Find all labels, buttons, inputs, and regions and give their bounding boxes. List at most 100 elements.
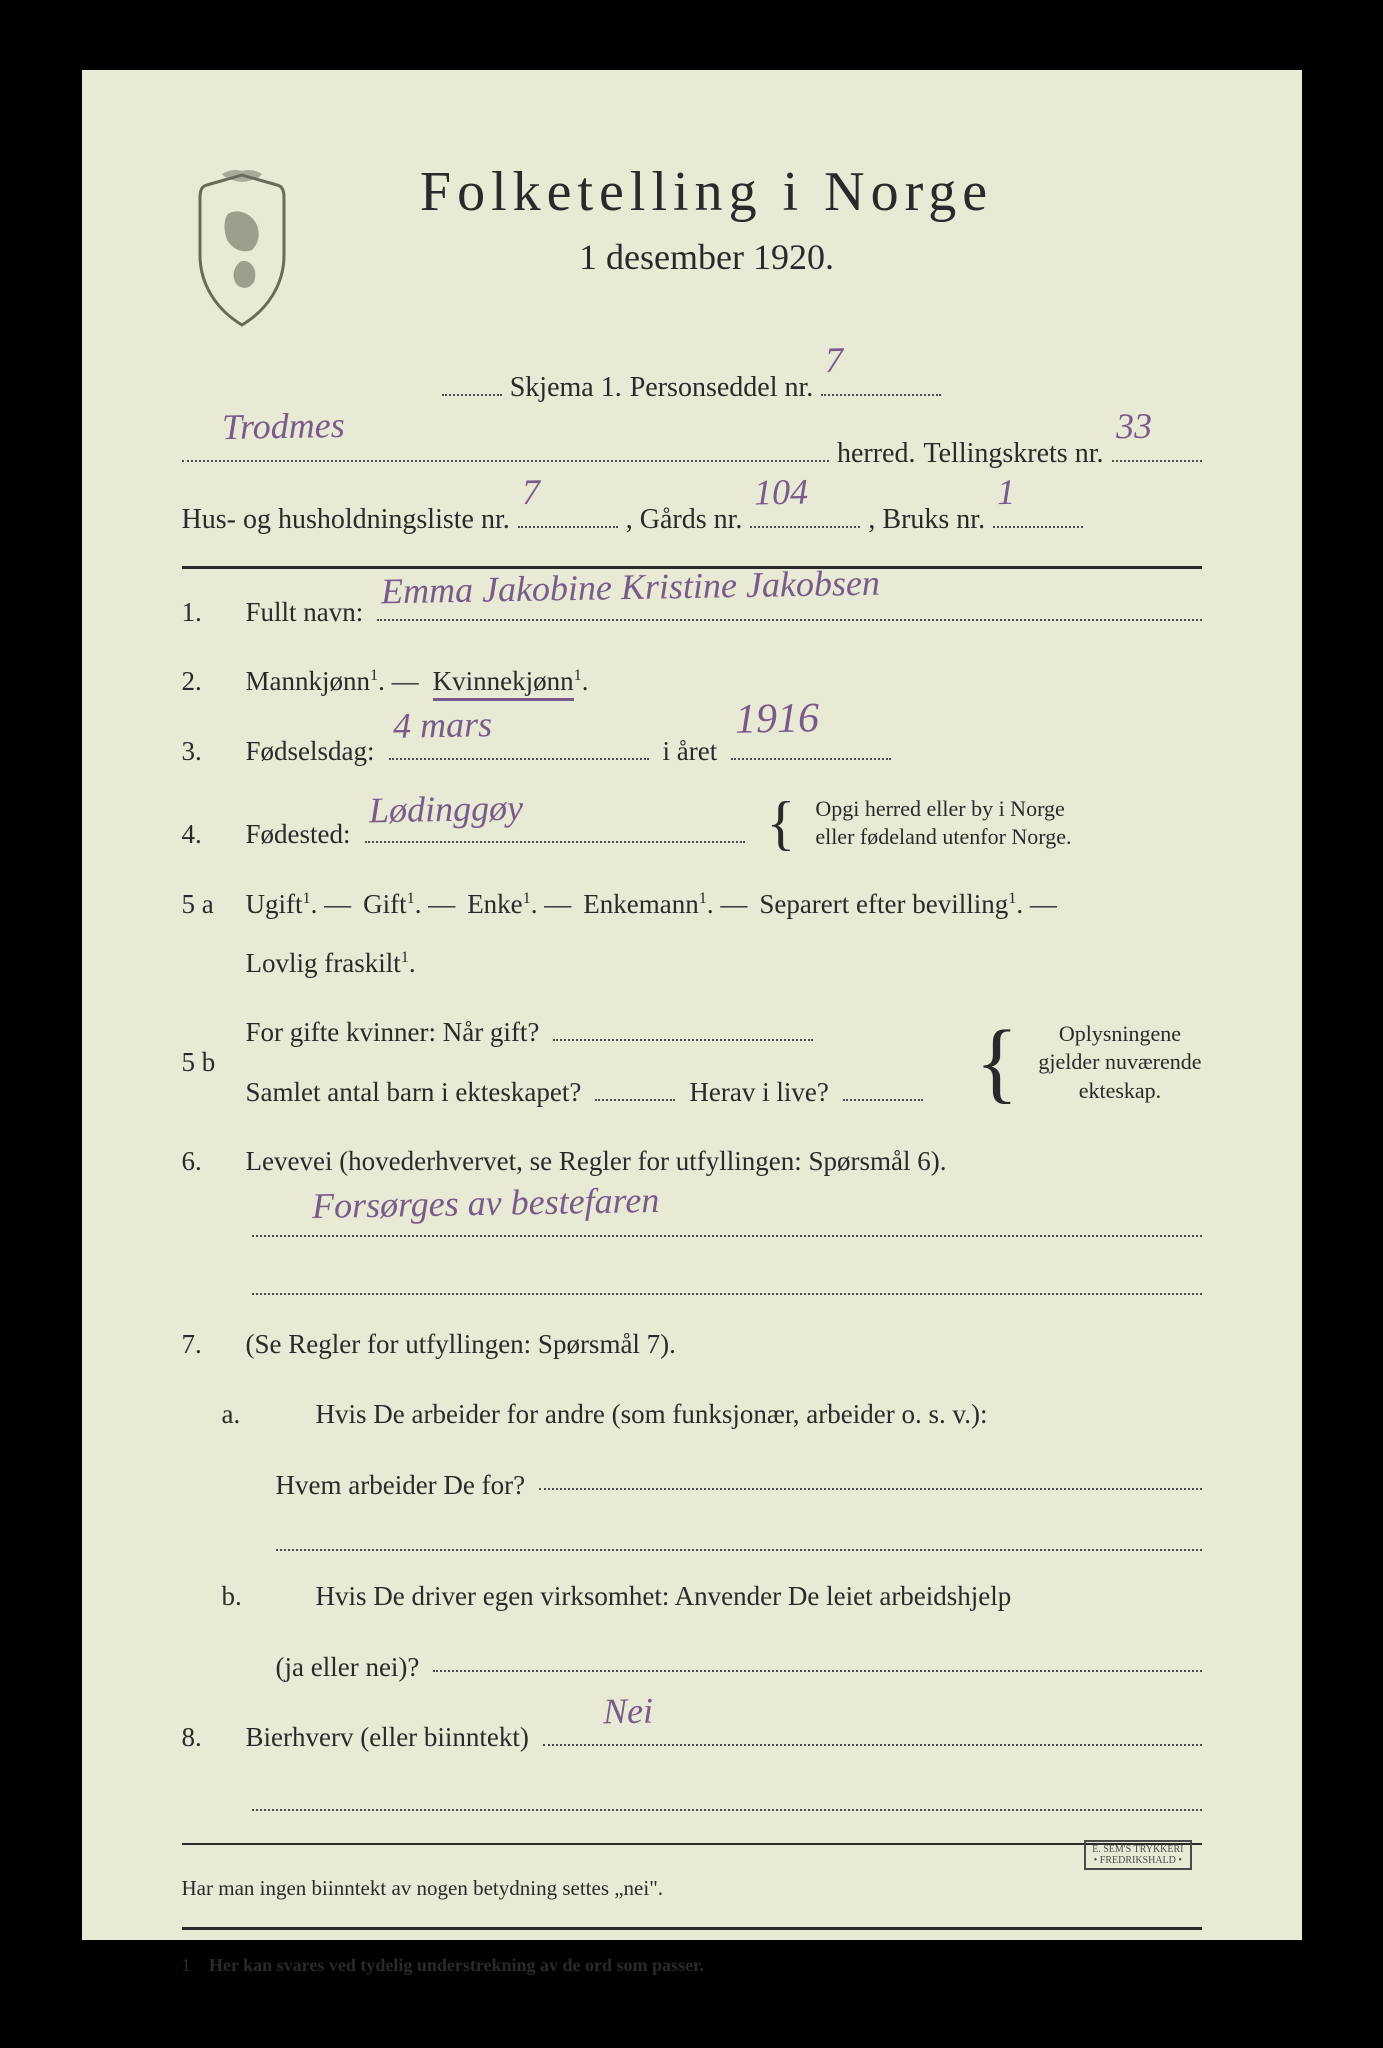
q7a-field2 xyxy=(276,1549,1202,1551)
q5a-content: Ugift1. — Gift1. — Enke1. — Enkemann1. —… xyxy=(246,879,1202,990)
q5b-note3: ekteskap. xyxy=(1038,1077,1201,1106)
q5b-line2: Samlet antal barn i ekteskapet? Herav i … xyxy=(246,1067,954,1118)
q2-sup2: 1 xyxy=(574,666,582,684)
q3-year-field: 1916 xyxy=(731,730,891,760)
q5a-gift-text: Gift xyxy=(363,889,407,919)
q5b-line1-field xyxy=(553,1011,813,1041)
q7a-num: a. xyxy=(182,1389,302,1440)
q4-num: 4. xyxy=(182,809,232,860)
q5a-s1: 1 xyxy=(303,889,311,907)
subtitle: 1 desember 1920. xyxy=(332,236,1082,278)
q5a-fraskilt: Lovlig fraskilt1. xyxy=(246,938,416,989)
q7a-field1 xyxy=(539,1460,1201,1490)
q5b-num: 5 b xyxy=(182,1037,232,1088)
personseddel-label: Personseddel nr. xyxy=(630,360,814,416)
question-4: 4. Fødested: Lødinggøy { Opgi herred ell… xyxy=(182,795,1202,861)
q7-num: 7. xyxy=(182,1319,232,1370)
gards-field: 104 xyxy=(750,498,860,528)
bruks-value: 1 xyxy=(996,456,1015,528)
herred-label: herred. xyxy=(837,426,916,482)
q5a-s3: 1 xyxy=(523,889,531,907)
printer-stamp: E. SEM'S TRYKKERI • FREDRIKSHALD • xyxy=(1084,1840,1191,1870)
q3-day-value: 4 mars xyxy=(392,690,492,760)
q5a-ugift-text: Ugift xyxy=(246,889,303,919)
question-8: 8. Bierhverv (eller biinntekt) Nei xyxy=(182,1712,1202,1763)
q5a-ugift: Ugift1. — xyxy=(246,879,352,930)
gards-label: , Gårds nr. xyxy=(626,492,743,548)
q5a-separert-text: Separert efter bevilling xyxy=(759,889,1008,919)
q5b-line2b-label: Herav i live? xyxy=(689,1067,828,1118)
stamp-line2: • FREDRIKSHALD • xyxy=(1092,1855,1183,1866)
q1-num: 1. xyxy=(182,587,232,638)
q5b-lines: For gifte kvinner: Når gift? Samlet anta… xyxy=(246,1007,954,1118)
q5a-fraskilt-text: Lovlig fraskilt xyxy=(246,948,401,978)
q3-label: Fødselsdag: xyxy=(246,726,375,777)
q5a-s6: 1 xyxy=(401,948,409,966)
q8-value: Nei xyxy=(602,1677,653,1746)
bruks-label: , Bruks nr. xyxy=(868,492,985,548)
norwegian-crest-icon xyxy=(182,170,302,330)
skjema-label: Skjema 1. xyxy=(510,360,622,416)
bruks-field: 1 xyxy=(993,498,1083,528)
q7a-line2: Hvem arbeider De for? xyxy=(276,1460,526,1511)
page-background: Folketelling i Norge 1 desember 1920. Sk… xyxy=(0,0,1383,2048)
census-form-document: Folketelling i Norge 1 desember 1920. Sk… xyxy=(82,70,1302,1940)
q7b-header: b. Hvis De driver egen virksomhet: Anven… xyxy=(182,1571,1202,1622)
tellingskrets-field: 33 xyxy=(1112,432,1202,462)
brace-icon: { xyxy=(975,1036,1018,1090)
blank-field xyxy=(442,366,502,396)
q5a-enke: Enke1. — xyxy=(467,879,571,930)
question-2: 2. Mannkjønn1. — Kvinnekjønn1. xyxy=(182,656,1202,707)
q5b-note-wrap: { Oplysningene gjelder nuværende ekteska… xyxy=(967,1020,1201,1106)
q3-num: 3. xyxy=(182,726,232,777)
main-title: Folketelling i Norge xyxy=(332,160,1082,224)
husliste-label: Hus- og husholdningsliste nr. xyxy=(182,492,510,548)
q5b-line2-field xyxy=(595,1071,675,1101)
tellingskrets-value: 33 xyxy=(1115,390,1152,463)
brace-icon: { xyxy=(767,805,796,841)
q3-day-field: 4 mars xyxy=(389,730,649,760)
q5a-s2: 1 xyxy=(407,889,415,907)
q6-value: Forsørges av bestefaren xyxy=(311,1166,659,1240)
q5a-d3: . — xyxy=(531,889,572,919)
personseddel-field: 7 xyxy=(821,366,941,396)
q5b-line1: For gifte kvinner: Når gift? xyxy=(246,1007,954,1058)
q5b-note1: Oplysningene xyxy=(1038,1020,1201,1049)
question-1: 1. Fullt navn: Emma Jakobine Kristine Ja… xyxy=(182,587,1202,638)
q5b-line2-label: Samlet antal barn i ekteskapet? xyxy=(246,1067,582,1118)
question-7b: b. Hvis De driver egen virksomhet: Anven… xyxy=(182,1571,1202,1694)
q3-year-value: 1916 xyxy=(735,679,820,760)
q5b-note2: gjelder nuværende xyxy=(1038,1048,1201,1077)
husliste-field: 7 xyxy=(518,498,618,528)
q5a-p: . xyxy=(409,948,416,978)
question-7: 7. (Se Regler for utfyllingen: Spørsmål … xyxy=(182,1319,1202,1370)
q7b-field xyxy=(433,1642,1201,1672)
herred-field: Trodmes xyxy=(182,432,829,462)
q8-label: Bierhverv (eller biinntekt) xyxy=(246,1712,529,1763)
q7-label: (Se Regler for utfyllingen: Spørsmål 7). xyxy=(246,1319,676,1370)
q5a-d5: . — xyxy=(1016,889,1057,919)
q5a-enkemann: Enkemann1. — xyxy=(583,879,747,930)
q7b-line1: Hvis De driver egen virksomhet: Anvender… xyxy=(316,1571,1012,1622)
q5a-d2: . — xyxy=(415,889,456,919)
footnote-1: Har man ingen biinntekt av nogen betydni… xyxy=(182,1869,1202,1909)
form-meta-block: Skjema 1. Personseddel nr. 7 Trodmes her… xyxy=(182,360,1202,548)
footnote2-prefix: 1 xyxy=(182,1955,191,1975)
q6-field1: Forsørges av bestefaren xyxy=(252,1207,1202,1237)
question-5a: 5 a Ugift1. — Gift1. — Enke1. — Enkemann… xyxy=(182,879,1202,990)
question-3: 3. Fødselsdag: 4 mars i året 1916 xyxy=(182,726,1202,777)
stamp-line1: E. SEM'S TRYKKERI xyxy=(1092,1844,1183,1855)
q4-note-line2: eller fødeland utenfor Norge. xyxy=(815,823,1071,852)
q5a-enkemann-text: Enkemann xyxy=(583,889,698,919)
personseddel-value: 7 xyxy=(825,324,844,396)
herred-value: Trodmes xyxy=(221,389,345,463)
q8-field: Nei xyxy=(543,1716,1202,1746)
question-7a: a. Hvis De arbeider for andre (som funks… xyxy=(182,1389,1202,1552)
q5a-enke-text: Enke xyxy=(467,889,522,919)
header-row: Folketelling i Norge 1 desember 1920. xyxy=(182,160,1202,330)
q5a-separert: Separert efter bevilling1. — xyxy=(759,879,1057,930)
footnote-2: 1 Her kan svares ved tydelig understrekn… xyxy=(182,1948,1202,1982)
q5b-line1-label: For gifte kvinner: Når gift? xyxy=(246,1007,540,1058)
q7a-line1: Hvis De arbeider for andre (som funksjon… xyxy=(316,1389,988,1440)
q1-field: Emma Jakobine Kristine Jakobsen xyxy=(377,591,1201,621)
